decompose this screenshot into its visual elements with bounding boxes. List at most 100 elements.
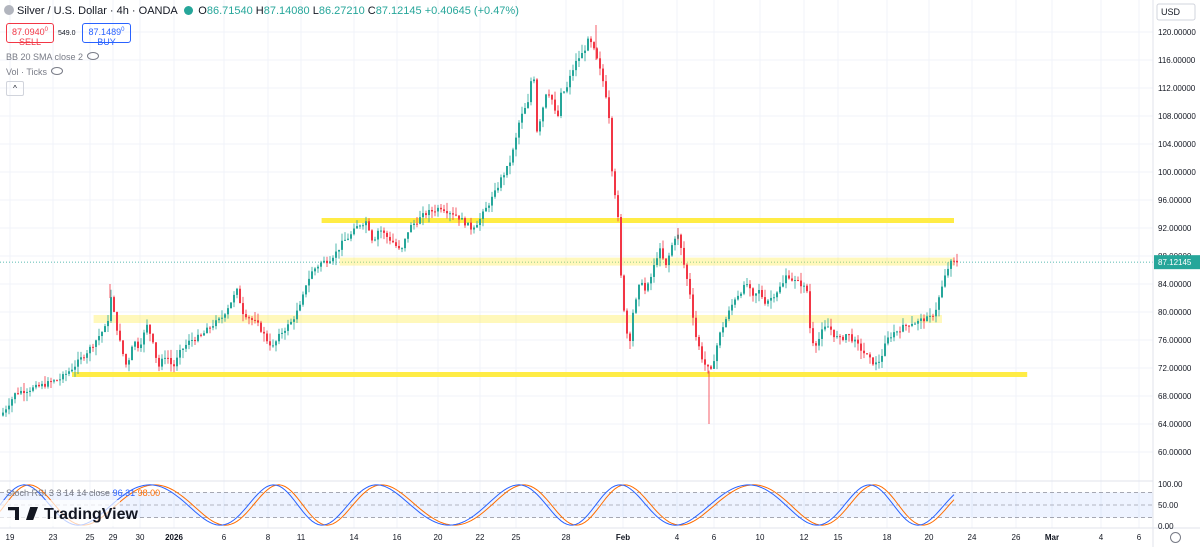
chart-header: Silver / U.S. Dollar · 4h · OANDA O86.71… [4, 5, 519, 17]
candle [143, 332, 145, 345]
candle [929, 315, 931, 317]
candle [533, 79, 535, 82]
candle [455, 214, 457, 216]
symbol-title[interactable]: Silver / U.S. Dollar · 4h · OANDA [17, 5, 178, 17]
candle [134, 341, 136, 347]
candle [599, 58, 601, 69]
candle [920, 318, 922, 321]
collapse-indicators-button[interactable]: ^ [6, 81, 24, 96]
gear-icon[interactable] [1170, 532, 1181, 543]
candle [848, 334, 850, 336]
indicator-vol[interactable]: Vol · Ticks [6, 67, 64, 77]
time-tick-label: 25 [512, 533, 521, 542]
tradingview-logo[interactable]: TradingView [8, 506, 138, 524]
candle [464, 218, 466, 226]
candle [293, 319, 295, 322]
candle [119, 330, 121, 341]
change-value: +0.40645 (+0.47%) [424, 5, 519, 17]
candle [782, 283, 784, 287]
candle [713, 361, 715, 369]
candle [605, 81, 607, 98]
candle [710, 366, 712, 369]
candle [791, 278, 793, 281]
candle [380, 230, 382, 232]
time-tick-label: 4 [1099, 533, 1104, 542]
candle [407, 232, 409, 239]
candle [302, 294, 304, 305]
candle [626, 310, 628, 334]
candle [944, 275, 946, 287]
candle [92, 346, 94, 348]
candle [170, 358, 172, 365]
candle [695, 317, 697, 338]
candle [461, 218, 463, 220]
currency-selector[interactable]: USD [1161, 7, 1181, 17]
candle [38, 384, 40, 387]
zone-layer [72, 218, 1028, 377]
candle [494, 190, 496, 197]
candle [188, 340, 190, 345]
candle [149, 324, 151, 334]
candle [683, 247, 685, 265]
candle [554, 99, 556, 111]
candle [584, 50, 586, 54]
candle [887, 337, 889, 344]
indicator-bb[interactable]: BB 20 SMA close 2 [6, 52, 100, 62]
zone-mid-band [93, 315, 943, 323]
time-tick-label: 16 [393, 533, 402, 542]
buy-button[interactable]: 87.14890 BUY [82, 23, 131, 47]
time-tick-label: Feb [616, 533, 630, 542]
candle [326, 260, 328, 264]
time-tick-label: 14 [350, 533, 359, 542]
candle [698, 337, 700, 347]
candle [530, 81, 532, 103]
candle [89, 346, 91, 354]
candle [821, 329, 823, 339]
candle [785, 275, 787, 284]
candle [389, 236, 391, 241]
candle [854, 339, 856, 342]
candle [560, 92, 562, 116]
candle [641, 282, 643, 285]
candle [596, 48, 598, 59]
candle [923, 318, 925, 322]
candle [824, 326, 826, 330]
candle [581, 53, 583, 59]
candle [545, 94, 547, 108]
time-tick-label: 19 [6, 533, 15, 542]
candle [161, 358, 163, 367]
candle [755, 293, 757, 296]
zone-support [72, 372, 1028, 377]
candle [635, 299, 637, 313]
candle [224, 314, 226, 318]
time-tick-label: 8 [266, 533, 271, 542]
candle [257, 320, 259, 323]
candle [593, 42, 595, 49]
candle [431, 209, 433, 212]
candle [911, 323, 913, 326]
candle [164, 357, 166, 359]
candle [806, 285, 808, 292]
candle [263, 331, 265, 334]
candle [191, 339, 193, 341]
candle [227, 308, 229, 315]
candle [110, 297, 112, 321]
candle [752, 288, 754, 296]
stoch-rsi-pane [0, 484, 1153, 526]
candle [836, 336, 838, 338]
eye-icon[interactable] [51, 67, 64, 75]
sell-button[interactable]: 87.09400 SELL [6, 23, 54, 47]
candle [644, 282, 646, 291]
time-tick-label: 11 [297, 533, 306, 542]
candle [926, 316, 928, 322]
candle [281, 332, 283, 334]
candle [872, 357, 874, 365]
stoch-rsi-label[interactable]: Stoch RSI 3 3 14 14 close 96.31 98.00 [6, 488, 161, 498]
candle [11, 399, 13, 406]
candle [800, 280, 802, 287]
candle [74, 366, 76, 370]
candle [239, 288, 241, 304]
eye-icon[interactable] [87, 52, 100, 60]
candle [116, 311, 118, 331]
